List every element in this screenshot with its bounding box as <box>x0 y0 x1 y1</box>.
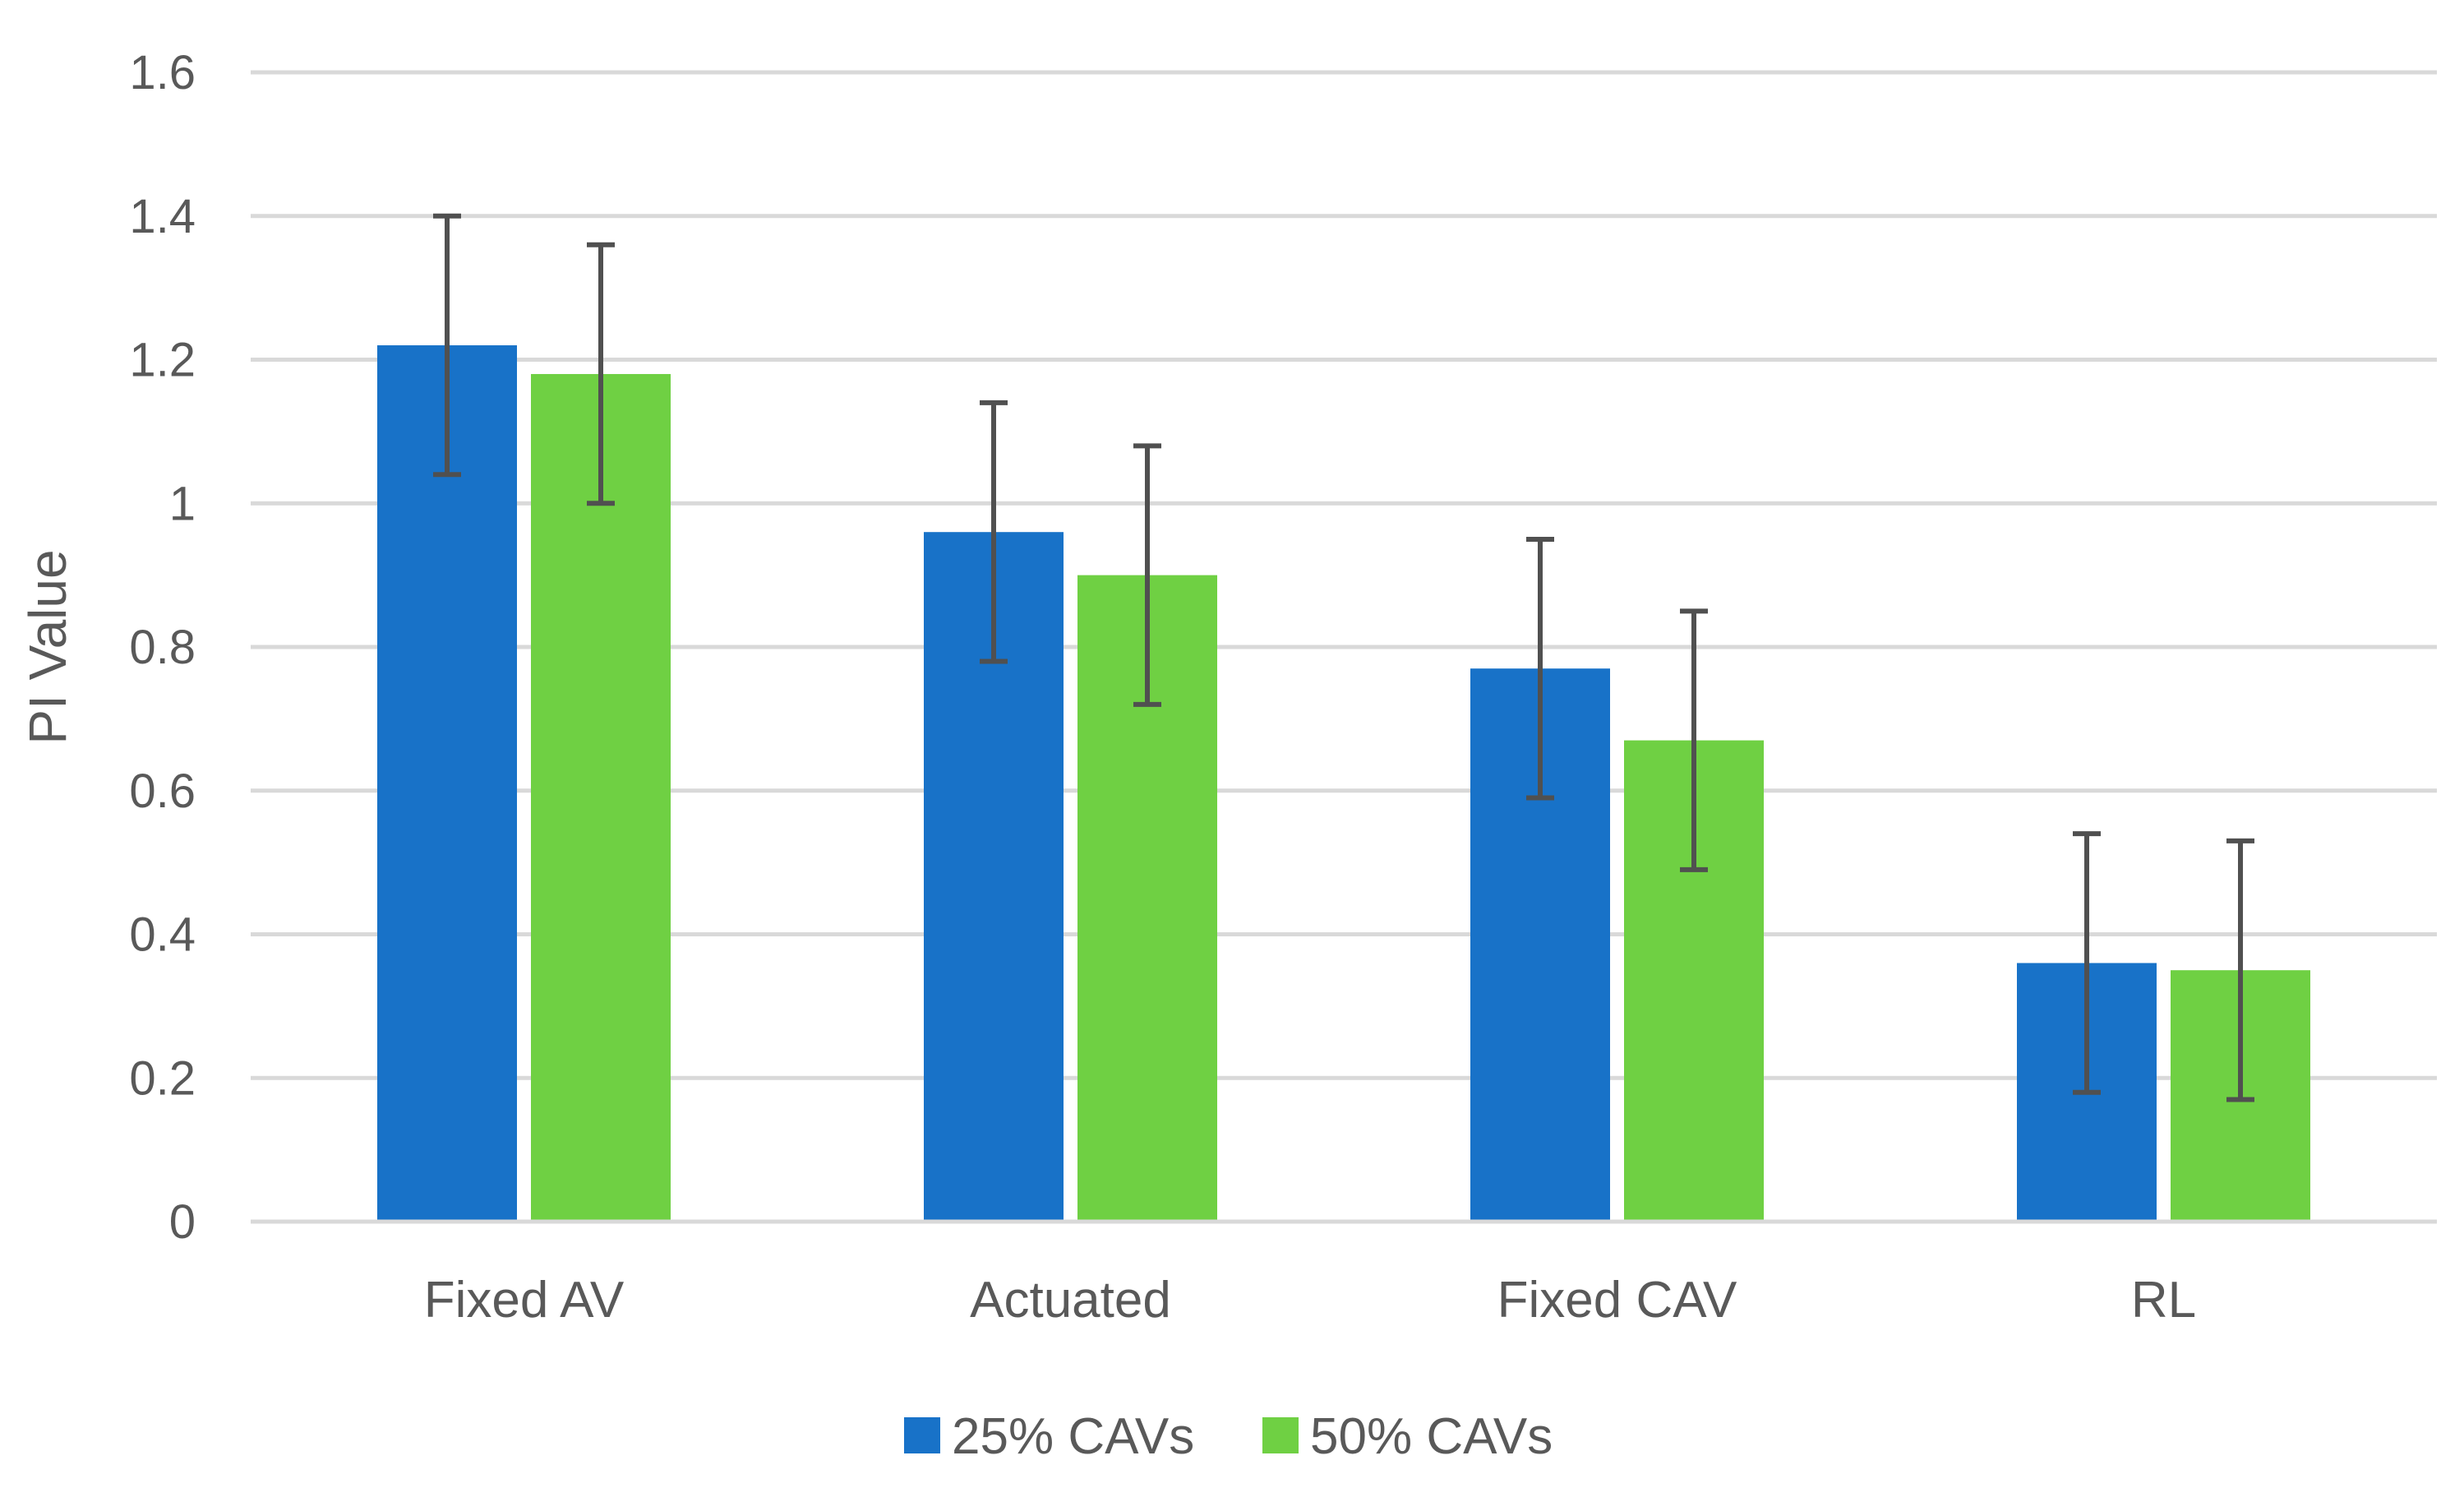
legend-swatch <box>1262 1417 1299 1453</box>
y-tick-label: 0 <box>169 1195 196 1249</box>
y-tick-label: 1.2 <box>129 334 196 387</box>
y-tick-label: 1.6 <box>129 46 196 99</box>
x-category-label: RL <box>2131 1272 2196 1328</box>
y-tick-label: 0.2 <box>129 1051 196 1105</box>
x-axis-categories: Fixed AV Actuated Fixed CAV RL <box>424 1272 2196 1328</box>
y-tick-label: 1 <box>169 477 196 530</box>
y-axis-ticks: 0 0.2 0.4 0.6 0.8 1 1.2 1.4 1.6 <box>129 46 196 1249</box>
legend-label: 50% CAVs <box>1310 1408 1553 1465</box>
error-bars <box>433 213 2254 1102</box>
y-axis-label: PI Value <box>18 549 77 744</box>
y-tick-label: 0.4 <box>129 908 196 962</box>
x-category-label: Fixed CAV <box>1497 1272 1737 1328</box>
legend-swatch <box>904 1417 940 1453</box>
bar <box>531 373 671 1220</box>
y-tick-label: 0.6 <box>129 765 196 818</box>
x-category-label: Actuated <box>970 1272 1171 1328</box>
legend: 25% CAVs 50% CAVs <box>904 1408 1553 1465</box>
bar <box>377 345 517 1220</box>
x-category-label: Fixed AV <box>424 1272 625 1328</box>
bars <box>377 345 2310 1220</box>
legend-label: 25% CAVs <box>952 1408 1194 1465</box>
y-tick-label: 1.4 <box>129 190 196 243</box>
y-tick-label: 0.8 <box>129 621 196 674</box>
